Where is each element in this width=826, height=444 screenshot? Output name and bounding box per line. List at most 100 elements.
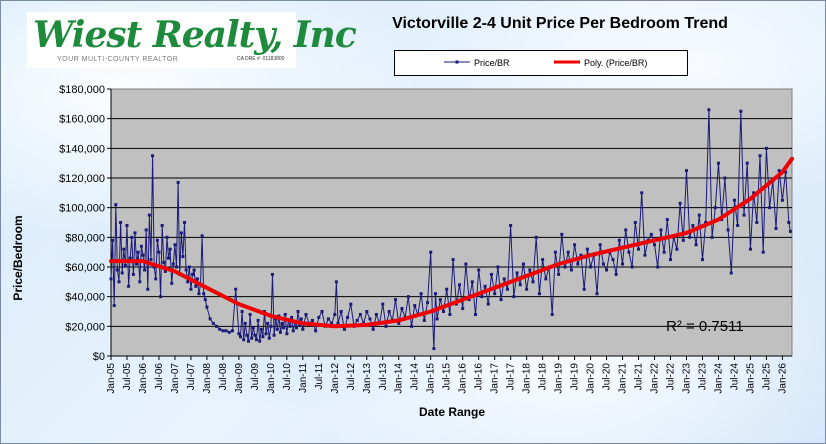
- data-point: [473, 312, 477, 316]
- x-tick-label: Jan-05: [106, 363, 117, 394]
- data-point: [144, 228, 148, 232]
- data-point: [736, 223, 740, 227]
- data-point: [254, 338, 258, 342]
- data-point: [111, 238, 115, 242]
- data-point: [426, 301, 430, 305]
- y-tick-label: $100,000: [59, 203, 105, 215]
- data-point: [582, 287, 586, 291]
- data-point: [697, 213, 701, 217]
- data-point: [467, 298, 471, 302]
- data-point: [184, 268, 188, 272]
- data-point: [752, 191, 756, 195]
- data-point: [688, 235, 692, 239]
- data-point: [438, 298, 442, 302]
- data-point: [152, 265, 156, 269]
- data-point: [569, 268, 573, 272]
- data-point: [278, 330, 282, 334]
- data-point: [267, 336, 271, 340]
- data-point: [371, 327, 375, 331]
- data-point: [355, 318, 359, 322]
- x-tick-label: Jul-14: [410, 363, 421, 391]
- x-tick-label: Jul-09: [250, 363, 261, 391]
- data-point: [486, 302, 490, 306]
- data-point: [585, 247, 589, 251]
- data-point: [755, 221, 759, 224]
- data-point: [330, 321, 334, 325]
- data-point: [294, 326, 298, 330]
- data-point: [160, 223, 164, 227]
- data-point: [525, 287, 529, 291]
- data-point: [230, 329, 234, 333]
- data-point: [194, 284, 198, 288]
- data-point: [242, 338, 246, 342]
- data-point: [576, 262, 580, 266]
- data-point: [550, 312, 554, 316]
- y-axis-label: Price/Bedroom: [11, 215, 25, 301]
- data-point: [784, 170, 788, 174]
- x-tick-label: Jul-07: [186, 363, 197, 391]
- data-point: [186, 280, 190, 284]
- x-tick-label: Jan-13: [362, 363, 373, 394]
- data-point: [665, 218, 669, 222]
- data-point: [394, 298, 398, 302]
- data-point: [175, 265, 179, 269]
- data-point: [573, 243, 577, 247]
- data-point: [477, 268, 481, 272]
- data-point: [713, 206, 717, 210]
- data-point: [531, 280, 535, 284]
- data-point: [748, 247, 752, 251]
- data-point: [135, 262, 139, 266]
- x-tick-label: Jul-10: [282, 363, 293, 391]
- data-point: [637, 247, 641, 251]
- x-tick-label: Jan-21: [618, 363, 629, 394]
- x-tick-label: Jul-19: [570, 363, 581, 391]
- x-tick-label: Jan-08: [202, 363, 213, 394]
- plot-area: [110, 88, 793, 357]
- data-point: [512, 295, 516, 299]
- x-tick-label: Jul-13: [378, 363, 389, 391]
- data-point: [346, 315, 350, 319]
- data-point: [310, 318, 314, 322]
- y-tick-label: $140,000: [59, 143, 105, 155]
- data-point: [280, 321, 284, 325]
- x-tick-label: Jan-25: [745, 363, 756, 394]
- data-point: [334, 280, 338, 284]
- data-point: [669, 258, 673, 262]
- data-point: [694, 243, 698, 247]
- data-point: [442, 310, 446, 313]
- x-tick-label: Jan-20: [586, 363, 597, 394]
- x-tick-label: Jan-17: [490, 363, 501, 394]
- data-point: [678, 201, 682, 205]
- data-point: [157, 250, 161, 254]
- x-tick-label: Jan-18: [522, 363, 533, 394]
- data-point: [729, 271, 733, 275]
- data-point: [211, 321, 215, 325]
- data-point: [170, 281, 174, 285]
- data-point: [120, 271, 124, 275]
- data-point: [499, 298, 503, 302]
- y-tick-label: $40,000: [65, 292, 105, 304]
- data-point: [176, 180, 180, 184]
- company-logo: Wiest Realty, Inc YOUR MULTI-COUNTY REAL…: [27, 12, 357, 68]
- data-point: [119, 221, 123, 224]
- data-point: [598, 243, 602, 247]
- x-tick-label: Jan-24: [713, 363, 724, 394]
- x-tick-label: Jan-26: [777, 363, 788, 394]
- data-point: [470, 280, 474, 284]
- data-point: [397, 321, 401, 325]
- data-point: [143, 268, 147, 272]
- data-point: [109, 277, 113, 281]
- data-point: [275, 327, 279, 331]
- data-point: [649, 232, 653, 236]
- data-point: [780, 198, 784, 202]
- data-point: [589, 265, 593, 269]
- data-point: [342, 327, 346, 331]
- data-point: [250, 336, 254, 340]
- data-point: [788, 229, 792, 233]
- data-point: [130, 235, 134, 239]
- data-point: [298, 323, 302, 327]
- data-point: [283, 312, 287, 316]
- legend-label-trend: Poly. (Price/BR): [584, 58, 647, 68]
- x-tick-label: Jan-15: [426, 363, 437, 394]
- data-point: [617, 238, 621, 242]
